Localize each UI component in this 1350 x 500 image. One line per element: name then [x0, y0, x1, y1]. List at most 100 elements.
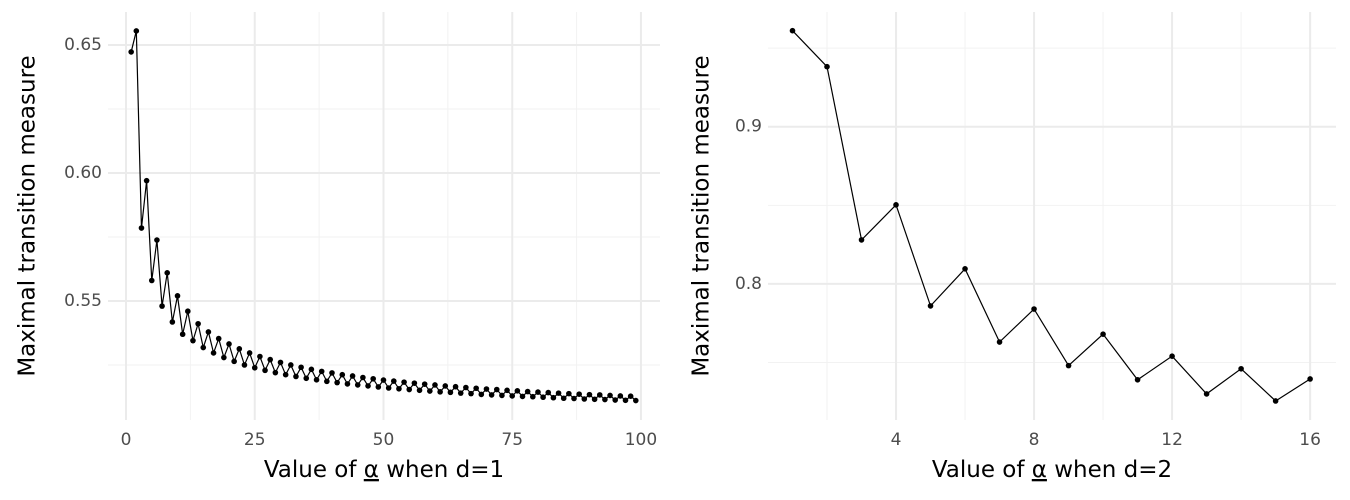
- point: [576, 391, 582, 397]
- point: [416, 387, 423, 394]
- point: [432, 382, 438, 388]
- point: [581, 396, 588, 402]
- x-axis-title-part: Value of: [932, 457, 1032, 483]
- point: [519, 393, 526, 400]
- point: [390, 378, 397, 384]
- point: [185, 308, 191, 315]
- x-tick-label: 4: [891, 430, 902, 450]
- point: [996, 339, 1003, 345]
- point: [251, 364, 258, 371]
- point: [524, 388, 531, 395]
- x-tick-label: 12: [1161, 430, 1183, 450]
- point: [927, 303, 934, 309]
- y-tick-label: 0.60: [64, 163, 102, 183]
- point: [159, 303, 165, 309]
- point: [257, 353, 263, 360]
- x-axis-title-part: when d=2: [1047, 457, 1172, 483]
- point: [560, 395, 567, 402]
- point: [535, 389, 541, 395]
- point: [555, 390, 562, 396]
- point: [421, 381, 428, 387]
- point: [596, 392, 603, 398]
- x-tick-label: 100: [625, 430, 657, 450]
- point: [540, 394, 546, 401]
- point: [437, 389, 443, 395]
- point: [154, 237, 160, 243]
- point: [360, 374, 366, 381]
- y-tick-label: 0.8: [735, 274, 762, 294]
- x-axis-title-part: α: [1032, 457, 1047, 483]
- point: [447, 389, 454, 396]
- point: [174, 293, 181, 299]
- point: [241, 362, 248, 368]
- point: [442, 383, 449, 389]
- point: [246, 350, 253, 356]
- point: [195, 320, 201, 327]
- x-tick-label: 75: [501, 430, 523, 450]
- y-axis-title: Maximal transition measure: [689, 55, 715, 376]
- point: [339, 371, 346, 378]
- point: [190, 337, 196, 344]
- point: [298, 364, 304, 371]
- point: [478, 391, 485, 398]
- point: [308, 366, 315, 373]
- point: [344, 381, 351, 387]
- point: [499, 392, 505, 399]
- point: [627, 393, 634, 399]
- x-axis-title-part: α: [364, 457, 379, 483]
- point: [396, 385, 402, 392]
- point: [329, 370, 335, 376]
- x-axis-title: Value of α when d=1: [264, 457, 504, 483]
- point: [632, 397, 639, 404]
- point: [221, 354, 227, 361]
- point: [385, 385, 392, 391]
- point: [483, 386, 490, 392]
- point: [272, 369, 279, 376]
- point: [282, 371, 289, 378]
- point: [514, 388, 521, 394]
- point: [262, 367, 268, 374]
- point: [463, 384, 469, 391]
- point: [313, 377, 320, 383]
- point: [380, 377, 387, 383]
- point: [277, 359, 284, 366]
- point: [164, 270, 171, 276]
- point: [411, 380, 418, 386]
- point: [457, 390, 464, 396]
- point: [318, 368, 325, 375]
- x-axis-title-part: when d=1: [379, 457, 504, 483]
- point: [509, 393, 516, 399]
- point: [210, 350, 217, 356]
- point: [1100, 331, 1106, 337]
- y-tick-label: 0.9: [735, 117, 762, 137]
- point: [566, 390, 572, 397]
- point: [571, 395, 577, 402]
- y-tick-label: 0.65: [64, 35, 102, 55]
- point: [287, 362, 294, 368]
- point: [427, 388, 433, 394]
- point: [169, 319, 176, 325]
- point: [473, 385, 479, 392]
- point: [550, 394, 557, 401]
- point: [1031, 306, 1037, 312]
- point: [607, 392, 613, 399]
- point: [602, 396, 608, 403]
- point: [205, 329, 212, 335]
- point: [401, 379, 407, 385]
- x-axis-title: Value of α when d=2: [932, 457, 1172, 483]
- point: [138, 225, 145, 231]
- point: [406, 386, 413, 393]
- point: [200, 344, 207, 351]
- point: [375, 384, 382, 390]
- point: [133, 28, 140, 34]
- point: [143, 177, 150, 184]
- point: [1169, 353, 1175, 359]
- point: [370, 375, 376, 382]
- point: [504, 387, 510, 394]
- point: [215, 335, 222, 342]
- point: [231, 358, 237, 365]
- point: [334, 379, 340, 386]
- point: [226, 341, 232, 347]
